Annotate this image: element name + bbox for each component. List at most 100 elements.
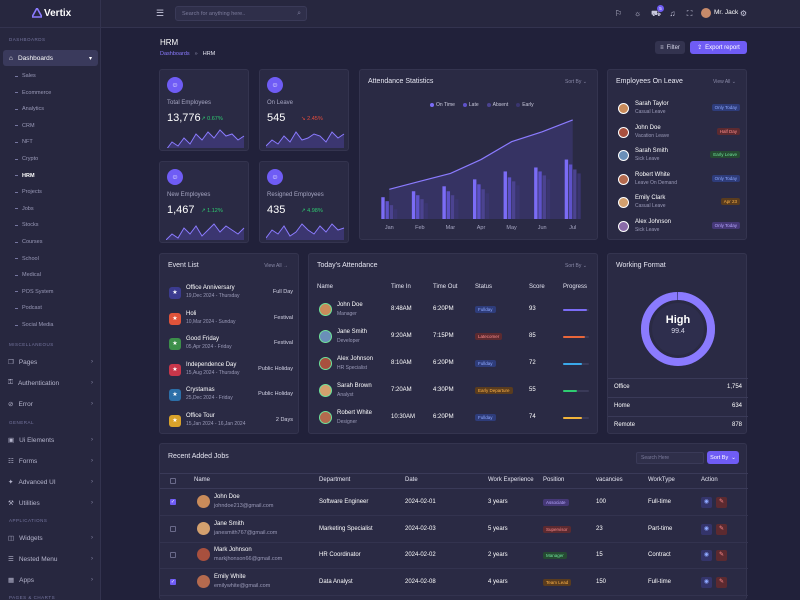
- sidebar-item-pages[interactable]: ❐ Pages ›: [8, 358, 93, 367]
- jobs-sort-button[interactable]: Sort By ⌄: [707, 451, 739, 464]
- leave-item[interactable]: Sarah Taylor Casual Leave Only Today: [608, 100, 748, 120]
- sidebar-item-medical[interactable]: Medical: [15, 272, 41, 278]
- time-in: 8:48AM: [391, 306, 412, 312]
- events-view-all[interactable]: View All →: [264, 263, 288, 269]
- nav-dashboards[interactable]: ⌂ Dashboards ▾: [3, 50, 98, 66]
- attendance-row[interactable]: Alex Johnson HR Specialist 8:10AM 6:20PM Ful…: [309, 353, 599, 377]
- sidebar-item-hrm[interactable]: HRM: [15, 173, 35, 179]
- attendance-row[interactable]: Jane Smith Developer 9:20AM 7:15PM Latecomer…: [309, 326, 599, 350]
- filter-icon: ≡: [660, 44, 664, 51]
- sidebar-item-ecommerce[interactable]: Ecommerce: [15, 90, 51, 96]
- leave-item[interactable]: John Doe Vacation Leave Half Day: [608, 124, 748, 144]
- employee-role: Manager: [337, 311, 357, 317]
- sidebar-item-jobs[interactable]: Jobs: [15, 206, 34, 212]
- sidebar-item-crm[interactable]: CRM: [15, 123, 35, 129]
- sidebar-item-error[interactable]: ⊘ Error ›: [8, 400, 93, 409]
- sidebar-item-social-media[interactable]: Social Media: [15, 322, 54, 328]
- view-icon[interactable]: ◉: [701, 550, 712, 561]
- bar-early-may: [516, 185, 520, 219]
- sidebar-item-nft[interactable]: NFT: [15, 139, 33, 145]
- user-avatar[interactable]: [701, 8, 711, 18]
- theme-sun-icon[interactable]: ☼: [633, 9, 642, 18]
- breadcrumb-dashboards[interactable]: Dashboards: [160, 51, 190, 57]
- event-item[interactable]: ★ Crystamas 25,Dec 2024 - Friday Public Hol…: [160, 386, 300, 408]
- app-logo[interactable]: Vertix: [0, 0, 100, 28]
- leave-item[interactable]: Emily Clark Casual Leave Apr 23: [608, 194, 748, 214]
- sidebar-item-forms[interactable]: ☷ Forms ›: [8, 457, 93, 466]
- view-icon[interactable]: ◉: [701, 576, 712, 588]
- sidebar-item-authentication[interactable]: ⚿ Authentication ›: [8, 379, 93, 387]
- sidebar-item-pos-system[interactable]: POS System: [15, 289, 53, 295]
- edit-icon[interactable]: ✎: [716, 576, 727, 588]
- sidebar-item-label: Widgets: [19, 534, 43, 542]
- edit-icon[interactable]: ✎: [716, 550, 727, 561]
- time-out: 4:30PM: [433, 387, 454, 393]
- tour-icon: ★: [169, 414, 181, 427]
- sidebar-item-utilities[interactable]: ⚒ Utilities ›: [8, 499, 93, 508]
- attendance-row[interactable]: Sarah Brown Analyst 7:20AM 4:30PM Early Depa…: [309, 380, 599, 404]
- notification-bell-icon[interactable]: ♫: [669, 9, 676, 18]
- avatar: [319, 384, 332, 397]
- jobs-search-input[interactable]: Search Here: [636, 452, 704, 464]
- attendance-row[interactable]: Robert White Designer 10:30AM 6:20PM Fullday…: [309, 407, 599, 431]
- search-input[interactable]: Search for anything here.. ⌕: [175, 6, 307, 21]
- status-badge: Early Departure: [475, 387, 513, 394]
- leave-view-all[interactable]: View All ⌄: [712, 79, 736, 85]
- event-item[interactable]: ★ Good Friday 05,Apr 2024 - Friday Festival: [160, 335, 300, 357]
- cart-icon[interactable]: ⛟ 5: [651, 5, 664, 18]
- sidebar-item-ui-elements[interactable]: ▣ Ui Elements ›: [8, 436, 93, 445]
- row-checkbox[interactable]: [170, 552, 176, 558]
- event-item[interactable]: ★ Holi 10,Mar 2024 - Sunday Festival: [160, 310, 300, 332]
- sidebar-item-nested-menu[interactable]: ☰ Nested Menu ›: [8, 555, 93, 564]
- sidebar-item-projects[interactable]: Projects: [15, 189, 42, 195]
- today-sort-dropdown[interactable]: Sort By ⌄: [565, 263, 587, 269]
- sidebar-item-podcast[interactable]: Podcast: [15, 305, 42, 311]
- view-icon[interactable]: ◉: [701, 523, 712, 535]
- progress-bar: [563, 336, 589, 338]
- event-item[interactable]: ★ Office Anniversary 19,Dec 2024 - Thursda…: [160, 284, 300, 306]
- row-checkbox[interactable]: ✓: [170, 499, 176, 505]
- fullscreen-icon[interactable]: ⛶: [686, 9, 693, 18]
- sidebar-item-label: Apps: [19, 576, 34, 584]
- row-checkbox[interactable]: [170, 525, 176, 532]
- sidebar-item-courses[interactable]: Courses: [15, 239, 42, 245]
- sidebar-item-crypto[interactable]: Crypto: [15, 156, 38, 162]
- sidebar-item-sales[interactable]: Sales: [15, 73, 36, 79]
- row-checkbox[interactable]: ✓: [170, 578, 176, 585]
- job-row[interactable]: ✓ Emily White emilywhite@gmail.com Data Ana…: [160, 570, 748, 596]
- language-icon[interactable]: ⚐: [614, 9, 623, 18]
- event-item[interactable]: ★ Office Tour 15,Jan 2024 - 16,Jan 2024 2 D…: [160, 412, 300, 434]
- search-icon: ⌕: [297, 10, 301, 17]
- export-report-button[interactable]: ⇪ Export report: [690, 41, 747, 54]
- user-plus-icon: ☺: [167, 169, 183, 185]
- event-item[interactable]: ★ Independence Day 15,Aug 2024 - Thursday P…: [160, 361, 300, 383]
- attendance-row[interactable]: John Doe Manager 8:48AM 6:20PM Fullday 93: [309, 299, 599, 323]
- sidebar-item-school[interactable]: School: [15, 256, 39, 262]
- select-all-checkbox[interactable]: [170, 478, 176, 484]
- progress-bar: [563, 390, 589, 392]
- leave-item[interactable]: Sarah Smith Sick Leave Early Leave: [608, 147, 748, 167]
- sidebar-item-stocks[interactable]: Stocks: [15, 222, 39, 228]
- menu-toggle-icon[interactable]: ☰: [156, 8, 165, 18]
- app-name: Vertix: [44, 8, 72, 19]
- view-icon[interactable]: ◉: [701, 497, 712, 508]
- job-row[interactable]: Jane Smith janesmith767@gmail.com Marketin…: [160, 517, 748, 543]
- filter-button[interactable]: ≡ Filter: [655, 41, 685, 54]
- user-name[interactable]: Mr. Jack: [714, 9, 739, 16]
- position-badge: Associate: [543, 499, 569, 506]
- job-row[interactable]: Mark Johnson markjhonson66@gmail.com HR Co…: [160, 543, 748, 569]
- job-row[interactable]: ✓ John Doe johndoe213@gmail.com Software En…: [160, 490, 748, 516]
- leave-item[interactable]: Robert White Leave On Demand Only Today: [608, 171, 748, 191]
- sidebar-item-analytics[interactable]: Analytics: [15, 106, 44, 112]
- nav-dashboards-label: Dashboards: [17, 54, 53, 62]
- leave-item[interactable]: Alex Johnson Sick Leave Only Today: [608, 218, 748, 238]
- edit-icon[interactable]: ✎: [716, 497, 727, 508]
- events-title: Event List: [168, 262, 199, 269]
- sidebar-item-widgets[interactable]: ◫ Widgets ›: [8, 534, 93, 543]
- sidebar-item-apps[interactable]: ▦ Apps ›: [8, 576, 93, 585]
- column-header: WorkType: [648, 477, 675, 483]
- settings-gear-icon[interactable]: ⚙: [739, 9, 748, 18]
- edit-icon[interactable]: ✎: [716, 523, 727, 535]
- attendance-sort-dropdown[interactable]: Sort By ⌄: [565, 79, 587, 85]
- sidebar-item-advanced-ui[interactable]: ✦ Advanced UI ›: [8, 478, 93, 487]
